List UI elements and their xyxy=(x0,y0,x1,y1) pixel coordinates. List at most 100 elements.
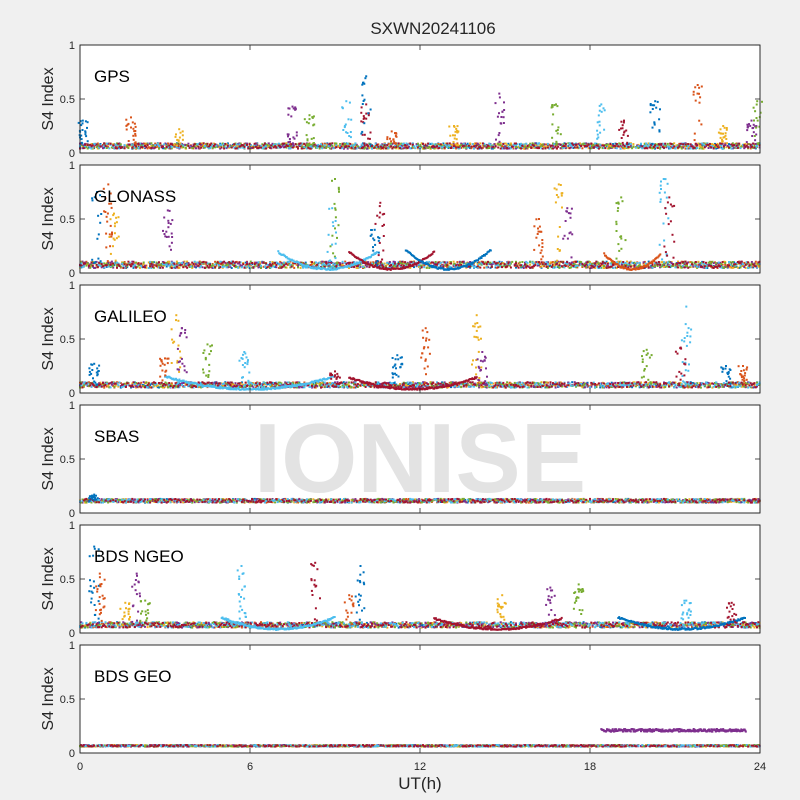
data-point xyxy=(437,143,440,145)
data-point xyxy=(283,264,285,267)
spike-point xyxy=(326,250,329,253)
data-point xyxy=(137,262,140,265)
data-point xyxy=(467,144,470,147)
data-point xyxy=(605,266,608,269)
spike-peak xyxy=(696,84,699,86)
y-axis-label: S4 Index xyxy=(40,67,57,130)
data-point xyxy=(131,262,134,265)
data-point xyxy=(541,147,544,150)
data-point xyxy=(507,145,510,148)
data-point xyxy=(297,266,299,269)
data-point xyxy=(95,143,98,146)
data-point xyxy=(331,142,334,145)
data-point xyxy=(285,262,288,265)
data-point xyxy=(126,145,129,148)
data-point xyxy=(467,146,470,148)
data-point xyxy=(488,142,491,145)
spike-point xyxy=(452,134,454,137)
data-point xyxy=(107,142,110,145)
spike-point xyxy=(556,129,559,131)
spike-point xyxy=(80,138,83,141)
data-point xyxy=(215,144,218,147)
spike-point xyxy=(360,132,363,135)
data-point xyxy=(452,142,455,145)
data-point xyxy=(262,146,265,149)
data-point xyxy=(438,145,441,148)
data-point xyxy=(573,143,576,146)
data-point xyxy=(754,265,757,268)
data-point xyxy=(694,142,697,145)
data-point xyxy=(277,263,280,266)
data-point xyxy=(275,264,278,266)
data-point xyxy=(628,146,631,149)
data-point xyxy=(271,142,274,145)
plot-area xyxy=(79,44,761,154)
spike-point xyxy=(287,113,290,116)
data-point xyxy=(316,144,319,147)
spike-point xyxy=(347,118,350,121)
data-point xyxy=(145,146,148,149)
spike-point xyxy=(97,214,100,217)
data-point xyxy=(720,142,723,145)
data-point xyxy=(438,146,441,149)
data-point xyxy=(308,145,311,147)
data-point xyxy=(555,262,558,265)
data-point xyxy=(663,261,665,264)
spike-point xyxy=(115,221,118,224)
y-tick-label: 1 xyxy=(69,40,75,52)
data-point xyxy=(142,142,145,145)
data-point xyxy=(234,146,237,149)
data-point xyxy=(91,264,94,267)
spike-point xyxy=(748,123,750,126)
data-point xyxy=(377,143,380,146)
data-point xyxy=(441,146,444,149)
data-point xyxy=(364,146,367,149)
arc-point xyxy=(647,264,650,267)
data-point xyxy=(444,143,447,146)
data-point xyxy=(410,147,413,150)
data-point xyxy=(470,145,473,148)
data-point xyxy=(140,142,143,145)
data-point xyxy=(696,265,699,268)
data-point xyxy=(420,146,423,149)
spike-point xyxy=(305,134,308,137)
data-point xyxy=(728,146,730,149)
data-point xyxy=(104,142,107,145)
spike-point xyxy=(363,133,366,136)
data-point xyxy=(473,143,475,145)
spike-point xyxy=(499,122,502,125)
data-point xyxy=(81,147,84,150)
data-point xyxy=(719,145,722,148)
data-point xyxy=(123,147,126,150)
spike-point xyxy=(387,142,390,145)
data-point xyxy=(512,145,515,148)
data-point xyxy=(457,146,460,149)
data-point xyxy=(354,142,357,145)
data-point xyxy=(615,147,618,150)
data-point xyxy=(192,146,195,149)
data-point xyxy=(744,143,747,146)
data-point xyxy=(464,142,466,145)
spike-point xyxy=(113,232,116,235)
data-point xyxy=(617,145,620,148)
data-point xyxy=(233,146,236,149)
spike-point xyxy=(334,257,337,260)
spike-peak xyxy=(365,75,368,78)
data-point xyxy=(254,142,257,145)
data-point xyxy=(552,142,554,145)
data-point xyxy=(683,142,686,145)
data-point xyxy=(443,144,446,147)
data-point xyxy=(594,262,597,265)
data-point xyxy=(135,145,138,148)
spike-point xyxy=(360,120,363,123)
data-point xyxy=(102,144,104,146)
data-point xyxy=(317,145,320,148)
data-point xyxy=(93,142,95,145)
data-point xyxy=(725,146,728,149)
spike-point xyxy=(656,100,659,103)
spike-point xyxy=(361,94,364,97)
spike-point xyxy=(623,145,626,147)
data-point xyxy=(413,146,415,149)
data-point xyxy=(529,263,532,266)
data-point xyxy=(427,142,430,145)
